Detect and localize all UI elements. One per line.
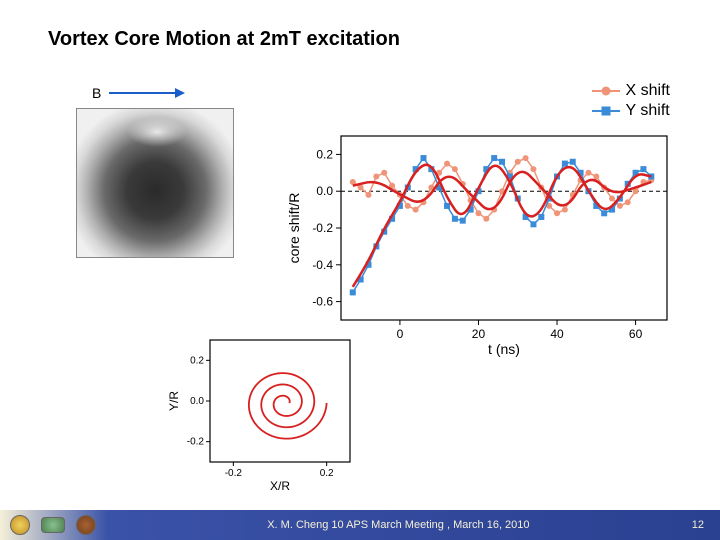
- svg-text:X/R: X/R: [270, 479, 290, 493]
- svg-text:-0.2: -0.2: [312, 221, 333, 235]
- legend-item-x: X shift: [592, 82, 670, 100]
- svg-text:Y/R: Y/R: [167, 391, 181, 411]
- svg-text:0.2: 0.2: [190, 355, 204, 366]
- spiral-trajectory-chart: -0.2 0.2 -0.2 0.0 0.2 X/R Y/R: [166, 334, 356, 494]
- slide-title: Vortex Core Motion at 2mT excitation: [48, 28, 400, 51]
- b-label: B: [92, 85, 101, 101]
- svg-text:-0.4: -0.4: [312, 258, 333, 272]
- b-field-indicator: B: [92, 85, 177, 101]
- vortex-microscopy-image: [76, 108, 234, 258]
- svg-text:t (ns): t (ns): [488, 341, 520, 357]
- svg-text:-0.2: -0.2: [187, 437, 205, 448]
- legend-label-x: X shift: [626, 82, 670, 100]
- legend-item-y: Y shift: [592, 102, 670, 120]
- legend-marker-y: [592, 110, 620, 112]
- svg-text:-0.2: -0.2: [225, 468, 243, 479]
- svg-text:0.0: 0.0: [190, 396, 204, 407]
- svg-text:-0.6: -0.6: [312, 295, 333, 309]
- legend-label-y: Y shift: [626, 102, 670, 120]
- svg-text:20: 20: [472, 327, 486, 341]
- logo-icon: [10, 515, 30, 535]
- main-time-series-chart: 0 20 40 60 -0.6 -0.4 -0.2 0.0 0.2 t (ns) core shif…: [285, 130, 675, 360]
- arrow-right-icon: [109, 92, 177, 94]
- svg-text:0.2: 0.2: [320, 468, 334, 479]
- svg-text:core shift/R: core shift/R: [286, 193, 302, 264]
- svg-text:40: 40: [550, 327, 564, 341]
- logo-icon: [76, 515, 96, 535]
- chart-legend: X shift Y shift: [592, 82, 670, 122]
- svg-text:0: 0: [397, 327, 404, 341]
- logo-icon: [41, 517, 65, 533]
- svg-text:0.2: 0.2: [316, 147, 333, 161]
- legend-marker-x: [592, 90, 620, 92]
- image-highlight: [127, 117, 187, 147]
- footer-logos: [0, 510, 105, 540]
- page-number: 12: [692, 519, 720, 531]
- svg-text:0.0: 0.0: [316, 184, 333, 198]
- footer-bar: X. M. Cheng 10 APS March Meeting , March…: [0, 510, 720, 540]
- footer-text: X. M. Cheng 10 APS March Meeting , March…: [105, 519, 692, 531]
- svg-text:60: 60: [629, 327, 643, 341]
